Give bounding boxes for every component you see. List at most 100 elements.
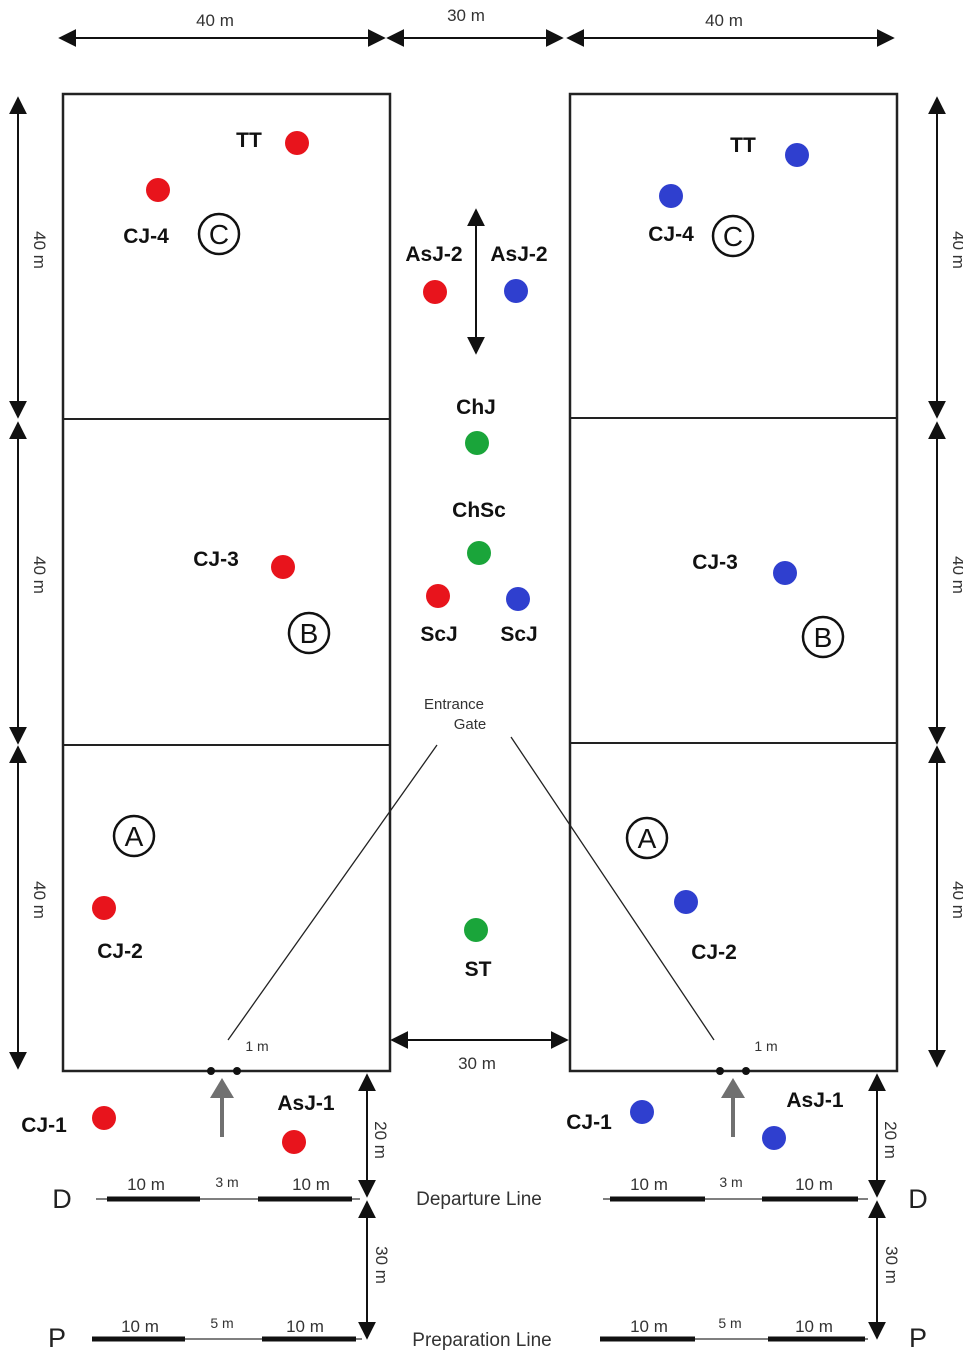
right-asj2-marker	[504, 279, 528, 303]
preparation-line-label: Preparation Line	[412, 1330, 551, 1351]
left-departure-marker: D	[52, 1184, 72, 1214]
right-gate-width-label: 1 m	[754, 1038, 777, 1054]
right-cj4-marker	[659, 184, 683, 208]
right-asj1-label: AsJ-1	[786, 1089, 844, 1112]
zone-circle-right-c	[711, 214, 755, 258]
zone-circle-left-b	[287, 611, 331, 655]
dim-label-left-width: 40 m	[196, 11, 234, 30]
left-gate-post-1	[207, 1067, 215, 1075]
left-gate-width-label: 1 m	[245, 1038, 268, 1054]
left-cj1-marker	[92, 1106, 116, 1130]
left-scj-marker	[426, 584, 450, 608]
left-height-dimensions: 40 m 40 m 40 m	[9, 96, 49, 1070]
zone-letter-right-a: A	[638, 823, 657, 854]
right-departure-marker: D	[908, 1184, 928, 1214]
dim-label-left-a: 40 m	[30, 881, 49, 919]
left-cj3-marker	[271, 555, 295, 579]
right-gate-post-1	[716, 1067, 724, 1075]
dim-label-left-start-departure: 20 m	[371, 1121, 390, 1159]
zone-letter-left-c: C	[209, 219, 229, 250]
right-team-markers: TT CJ-4 CJ-3 CJ-2 CJ-1 AsJ-1	[566, 134, 844, 1150]
st-marker	[464, 918, 488, 942]
chj-label: ChJ	[456, 396, 496, 419]
left-team-markers: TT CJ-4 CJ-3 CJ-2 CJ-1 AsJ-1	[21, 129, 335, 1154]
left-field-border	[61, 92, 392, 1073]
left-cj3-label: CJ-3	[193, 548, 239, 571]
left-asj1-marker	[282, 1130, 306, 1154]
entrance-gate-label-line2: Gate	[454, 716, 487, 733]
dim-label-middle-width: 30 m	[447, 6, 485, 25]
entrance-gate-label-line1: Entrance	[424, 696, 484, 713]
left-cj2-marker	[92, 896, 116, 920]
right-cj4-label: CJ-4	[648, 223, 694, 246]
zone-circle-left-a	[112, 814, 156, 858]
left-entry-arrowhead	[210, 1078, 234, 1098]
right-entry-arrowhead	[721, 1078, 745, 1098]
left-asj2-marker	[423, 280, 447, 304]
right-field	[568, 92, 899, 1073]
dim-label-left-b: 40 m	[30, 556, 49, 594]
left-departure-seg1-label: 10 m	[127, 1175, 165, 1194]
st-label: ST	[465, 958, 492, 981]
chsc-marker	[467, 541, 491, 565]
left-scj-label: ScJ	[420, 623, 457, 646]
dim-label-right-width: 40 m	[705, 11, 743, 30]
right-asj1-marker	[762, 1126, 786, 1150]
right-cj2-marker	[674, 890, 698, 914]
left-cj1-label: CJ-1	[21, 1114, 67, 1137]
zone-letter-left-b: B	[300, 618, 319, 649]
zone-letter-right-c: C	[723, 221, 743, 252]
zone-circle-right-a	[625, 816, 669, 860]
left-tt-label: TT	[236, 129, 262, 152]
zone-letter-right-b: B	[814, 622, 833, 653]
right-gate-post-2	[742, 1067, 750, 1075]
dim-label-left-c: 40 m	[30, 231, 49, 269]
dim-label-right-a: 40 m	[949, 881, 963, 919]
right-cj2-label: CJ-2	[691, 941, 737, 964]
left-preparation-seg2-label: 10 m	[286, 1317, 324, 1336]
chj-marker	[465, 431, 489, 455]
left-preparation-gap-label: 5 m	[210, 1315, 233, 1331]
right-height-dimensions: 40 m 40 m 40 m	[928, 96, 963, 1068]
zone-labels: C C B B A A	[112, 212, 845, 860]
zone-letter-left-a: A	[125, 821, 144, 852]
left-cj2-label: CJ-2	[97, 940, 143, 963]
gate-pointer-right	[510, 736, 715, 1041]
right-cj1-marker	[630, 1100, 654, 1124]
right-asj2-label: AsJ-2	[490, 243, 547, 266]
zone-circle-right-b	[801, 615, 845, 659]
dim-label-middle-gap: 30 m	[458, 1054, 496, 1073]
right-cj3-label: CJ-3	[692, 551, 738, 574]
right-scj-marker	[506, 587, 530, 611]
right-departure-seg2-label: 10 m	[795, 1175, 833, 1194]
right-field-border	[568, 92, 899, 1073]
zone-circle-left-c	[197, 212, 241, 256]
right-departure-gap-label: 3 m	[719, 1174, 742, 1190]
left-gate-post-2	[233, 1067, 241, 1075]
center-corridor: AsJ-2 AsJ-2 ChJ ChSc ScJ ScJ Entrance Ga…	[227, 208, 715, 1073]
gate-pointer-left	[227, 744, 438, 1041]
dim-label-right-b: 40 m	[949, 556, 963, 594]
left-asj1-label: AsJ-1	[277, 1092, 335, 1115]
right-preparation-marker: P	[909, 1323, 927, 1352]
left-cj4-label: CJ-4	[123, 225, 169, 248]
right-preparation-seg2-label: 10 m	[795, 1317, 833, 1336]
left-preparation-seg1-label: 10 m	[121, 1317, 159, 1336]
departure-line-label: Departure Line	[416, 1189, 542, 1210]
right-scj-label: ScJ	[500, 623, 537, 646]
left-start-area: 1 m 20 m 30 m D 10 m 3 m 10 m P 10 m 5 m…	[48, 1038, 391, 1352]
dim-label-left-departure-preparation: 30 m	[372, 1246, 391, 1284]
left-preparation-marker: P	[48, 1323, 66, 1352]
dim-label-right-c: 40 m	[949, 231, 963, 269]
left-cj4-marker	[146, 178, 170, 202]
left-departure-seg2-label: 10 m	[292, 1175, 330, 1194]
left-departure-gap-label: 3 m	[215, 1174, 238, 1190]
left-tt-marker	[285, 131, 309, 155]
right-cj3-marker	[773, 561, 797, 585]
right-start-area: 1 m 20 m 30 m D 10 m 3 m 10 m P 10 m 5 m…	[600, 1038, 928, 1352]
right-preparation-gap-label: 5 m	[718, 1315, 741, 1331]
right-tt-marker	[785, 143, 809, 167]
top-width-dimensions: 40 m 30 m 40 m	[58, 6, 895, 47]
dim-label-right-start-departure: 20 m	[881, 1121, 900, 1159]
